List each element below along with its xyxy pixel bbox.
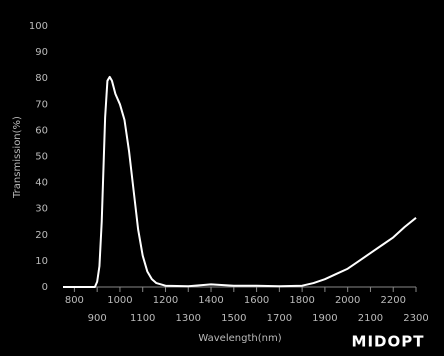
x-tick-label: 2100 — [358, 313, 383, 324]
x-tick-label: 900 — [88, 313, 107, 324]
x-tick-label: 1000 — [107, 295, 132, 306]
x-tick-label: 2300 — [403, 313, 428, 324]
y-axis-label: Transmission(%) — [12, 116, 23, 199]
y-tick-label: 0 — [42, 282, 48, 293]
y-tick-label: 30 — [35, 204, 48, 215]
data-line — [63, 75, 417, 288]
x-tick-label: 1200 — [153, 295, 178, 306]
y-tick-label: 40 — [35, 178, 48, 189]
y-tick-label: 70 — [35, 99, 48, 110]
x-tick-label: 1400 — [198, 295, 223, 306]
x-tick-label: 2200 — [380, 295, 405, 306]
x-tick-label: 1100 — [130, 313, 155, 324]
x-tick-label: 1800 — [289, 295, 314, 306]
y-tick-label: 50 — [35, 152, 48, 163]
x-tick-label: 1900 — [312, 313, 337, 324]
y-tick-label: 80 — [35, 73, 48, 84]
x-tick-label: 1500 — [221, 313, 246, 324]
x-tick-label: 1700 — [267, 313, 292, 324]
y-tick-label: 60 — [35, 125, 48, 136]
y-tick-label: 20 — [35, 230, 48, 241]
x-tick-label: 1600 — [244, 295, 269, 306]
y-tick-label: 10 — [35, 256, 48, 267]
x-tick-label: 2000 — [335, 295, 360, 306]
logo: MIDOPT — [352, 333, 425, 351]
y-tick-label: 100 — [29, 21, 48, 32]
y-tick-label: 90 — [35, 47, 48, 58]
x-axis-label: Wavelength(nm) — [198, 333, 281, 344]
x-tick-label: 1300 — [176, 313, 201, 324]
x-tick-label: 800 — [65, 295, 84, 306]
